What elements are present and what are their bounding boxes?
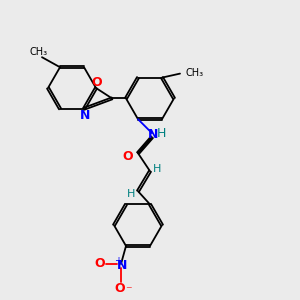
Text: O: O — [95, 257, 105, 271]
Text: CH₃: CH₃ — [30, 47, 48, 57]
Text: ⁻: ⁻ — [125, 284, 131, 298]
Text: N: N — [148, 128, 158, 141]
Text: CH₃: CH₃ — [185, 68, 203, 78]
Text: O: O — [115, 283, 125, 296]
Text: +: + — [114, 256, 122, 266]
Text: N: N — [117, 260, 127, 272]
Text: N: N — [80, 109, 90, 122]
Text: O: O — [92, 76, 102, 88]
Text: H: H — [156, 127, 166, 140]
Text: O: O — [123, 150, 133, 163]
Text: H: H — [153, 164, 161, 174]
Text: H: H — [127, 189, 135, 199]
